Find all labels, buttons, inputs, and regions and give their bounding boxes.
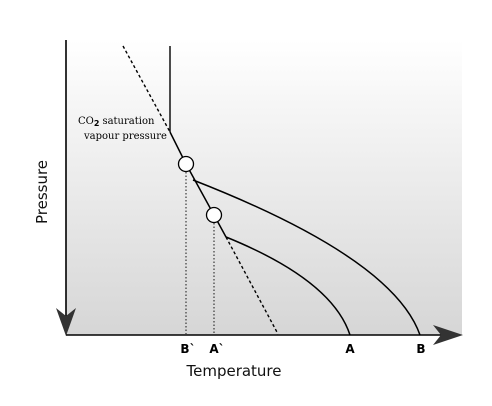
annotation-co: CO [78, 116, 94, 127]
annotation-line-2: vapour pressure [83, 131, 167, 142]
curve-to-b [192, 179, 421, 336]
annotation-subscript: 2 [94, 119, 100, 128]
tick-label-b-prime: B` [180, 342, 195, 356]
intersection-point-a-prime [205, 206, 223, 224]
curve-to-a [225, 236, 351, 336]
saturation-line-lower-dashed [225, 236, 279, 335]
saturation-line-solid [169, 131, 227, 238]
intersection-point-b-prime [177, 155, 195, 173]
tick-label-a: A [345, 342, 355, 356]
annotation-saturation: saturation [102, 116, 155, 127]
tick-label-b: B [416, 342, 425, 356]
y-axis-arrowhead [56, 308, 76, 336]
annotation-line-1: CO2 saturation [78, 116, 155, 128]
plot-background [66, 40, 462, 335]
x-axis-label: Temperature [185, 362, 281, 380]
y-axis-label: Pressure [33, 160, 51, 224]
tick-label-a-prime: A` [209, 342, 224, 356]
x-axis-arrowhead [433, 325, 463, 345]
